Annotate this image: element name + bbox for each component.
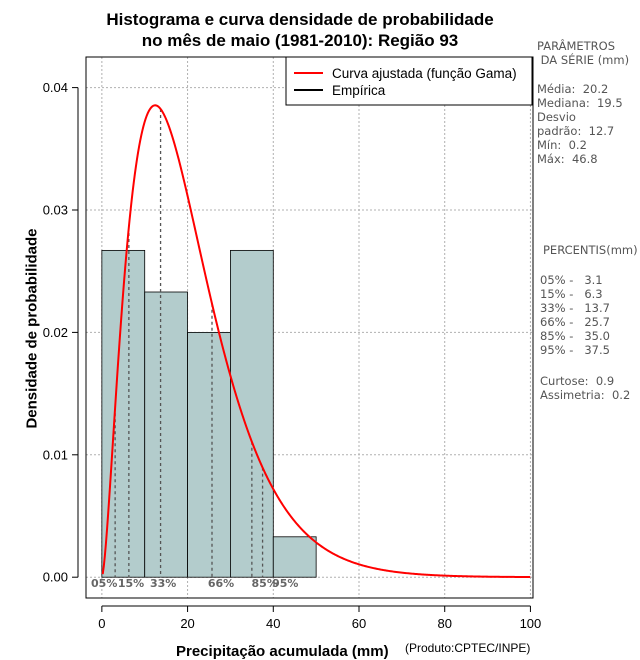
percentile-label-2: 33% [150, 577, 176, 590]
chart-title-line-2: no mês de maio (1981-2010): Região 93 [141, 31, 459, 50]
credit-label: (Produto:CPTEC/INPE) [405, 641, 531, 655]
y-axis-label: Densidade de probabilidade [23, 228, 41, 429]
x-tick-label-0: 0 [98, 616, 105, 631]
y-tick-label-4: 0.04 [43, 80, 68, 95]
chart-title-line-1: Histograma e curva densidade de probabil… [106, 10, 494, 29]
x-tick-label-5: 100 [520, 616, 542, 631]
y-tick-label-2: 0.02 [43, 325, 68, 340]
histogram-bar-4 [272, 536, 317, 578]
legend-box [285, 56, 533, 106]
histogram-bar-1 [144, 291, 188, 578]
percentile-label-0: 05% [91, 577, 117, 590]
x-tick-label-1: 20 [180, 616, 194, 631]
y-tick-label-0: 0.00 [43, 570, 68, 585]
y-tick-label-3: 0.03 [43, 202, 68, 217]
params-title: PARÂMETROS DA SÉRIE (mm) [537, 39, 630, 67]
percentile-label-3: 66% [208, 577, 234, 590]
percentile-label-4: 85% [252, 577, 278, 590]
x-tick-label-3: 60 [352, 616, 366, 631]
percentis-title: PERCENTIS(mm) [543, 243, 638, 257]
legend-label-1: Empírica [332, 83, 386, 98]
x-axis-label: Precipitação acumulada (mm) [176, 643, 389, 660]
histogram-bar-0 [101, 249, 146, 578]
percentile-label-1: 15% [118, 577, 144, 590]
shape-stats: Curtose: 0.9 Assimetria: 0.2 [540, 374, 631, 402]
x-tick-label-4: 80 [437, 616, 451, 631]
y-tick-label-1: 0.01 [43, 447, 68, 462]
gamma-fit-curve [101, 104, 531, 579]
percentis-values: 05% - 3.1 15% - 6.3 33% - 13.7 66% - 25.… [540, 273, 610, 357]
x-tick-label-2: 40 [266, 616, 280, 631]
params-values: Média: 20.2 Mediana: 19.5 Desvio padrão:… [537, 82, 623, 166]
histogram-bar-2 [187, 331, 231, 578]
legend-label-0: Curva ajustada (função Gama) [332, 66, 517, 81]
percentile-label-5: 95% [272, 577, 298, 590]
